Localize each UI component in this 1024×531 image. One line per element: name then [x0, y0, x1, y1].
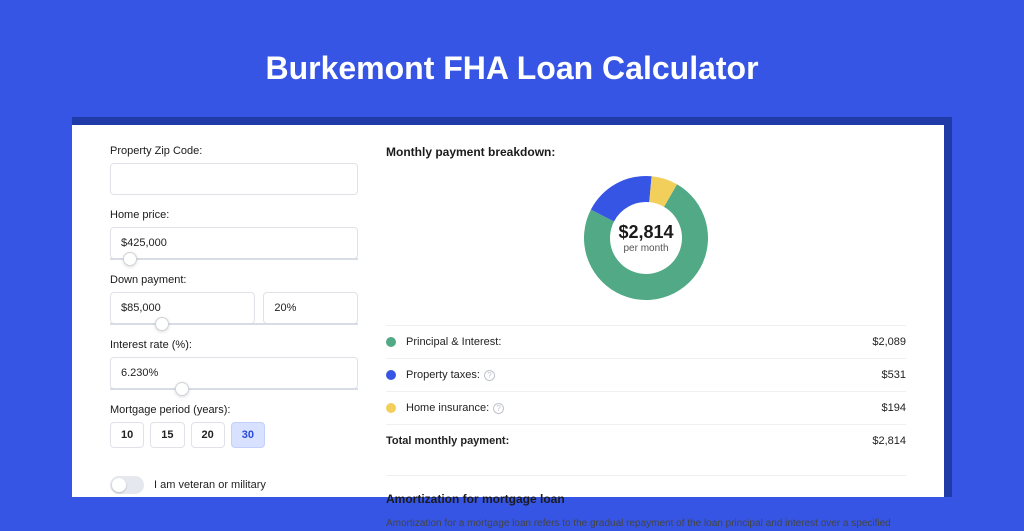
zip-input[interactable]	[110, 163, 358, 195]
legend-total-row: Total monthly payment: $2,814	[386, 424, 906, 457]
calculator-panel: Property Zip Code: Home price: Down paym…	[72, 125, 944, 497]
interest-label: Interest rate (%):	[110, 339, 358, 351]
legend-label: Home insurance: ?	[406, 402, 882, 414]
veteran-row: I am veteran or military	[110, 476, 358, 494]
legend-value: $531	[882, 369, 906, 381]
breakdown-column: Monthly payment breakdown: $2,814 per mo…	[386, 145, 906, 497]
page-title: Burkemont FHA Loan Calculator	[0, 0, 1024, 117]
breakdown-title: Monthly payment breakdown:	[386, 145, 906, 159]
period-button-30[interactable]: 30	[231, 422, 265, 448]
legend: Principal & Interest:$2,089Property taxe…	[386, 325, 906, 424]
down-payment-row	[110, 292, 358, 324]
legend-label: Principal & Interest:	[406, 336, 872, 348]
donut-chart: $2,814 per month	[386, 173, 906, 303]
outer-panel: Property Zip Code: Home price: Down paym…	[72, 117, 952, 497]
down-payment-label: Down payment:	[110, 274, 358, 286]
period-button-10[interactable]: 10	[110, 422, 144, 448]
legend-row: Home insurance: ?$194	[386, 391, 906, 424]
period-button-20[interactable]: 20	[191, 422, 225, 448]
donut-center: $2,814 per month	[618, 222, 673, 254]
veteran-toggle[interactable]	[110, 476, 144, 494]
legend-dot	[386, 370, 396, 380]
legend-total-value: $2,814	[872, 435, 906, 447]
down-payment-input[interactable]	[110, 292, 255, 324]
down-payment-pct-input[interactable]	[263, 292, 358, 324]
legend-dot	[386, 403, 396, 413]
veteran-toggle-knob	[112, 478, 126, 492]
legend-label: Property taxes: ?	[406, 369, 882, 381]
legend-row: Property taxes: ?$531	[386, 358, 906, 391]
amortization-title: Amortization for mortgage loan	[386, 475, 906, 506]
interest-slider[interactable]	[110, 388, 358, 390]
legend-row: Principal & Interest:$2,089	[386, 325, 906, 358]
info-icon[interactable]: ?	[484, 370, 495, 381]
period-options: 1015 2030	[110, 422, 358, 448]
info-icon[interactable]: ?	[493, 403, 504, 414]
legend-value: $194	[882, 402, 906, 414]
veteran-label: I am veteran or military	[154, 479, 266, 491]
zip-label: Property Zip Code:	[110, 145, 358, 157]
donut-center-sub: per month	[618, 243, 673, 254]
form-column: Property Zip Code: Home price: Down paym…	[110, 145, 358, 497]
home-price-slider[interactable]	[110, 258, 358, 260]
legend-dot	[386, 337, 396, 347]
home-price-input[interactable]	[110, 227, 358, 259]
home-price-slider-thumb[interactable]	[123, 252, 137, 266]
amortization-text: Amortization for a mortgage loan refers …	[386, 516, 906, 531]
down-payment-slider-thumb[interactable]	[155, 317, 169, 331]
period-button-15[interactable]: 15	[150, 422, 184, 448]
legend-total-label: Total monthly payment:	[386, 435, 872, 447]
period-label: Mortgage period (years):	[110, 404, 358, 416]
donut-center-value: $2,814	[618, 222, 673, 243]
home-price-label: Home price:	[110, 209, 358, 221]
interest-slider-thumb[interactable]	[175, 382, 189, 396]
interest-input[interactable]	[110, 357, 358, 389]
legend-value: $2,089	[872, 336, 906, 348]
down-payment-slider[interactable]	[110, 323, 358, 325]
